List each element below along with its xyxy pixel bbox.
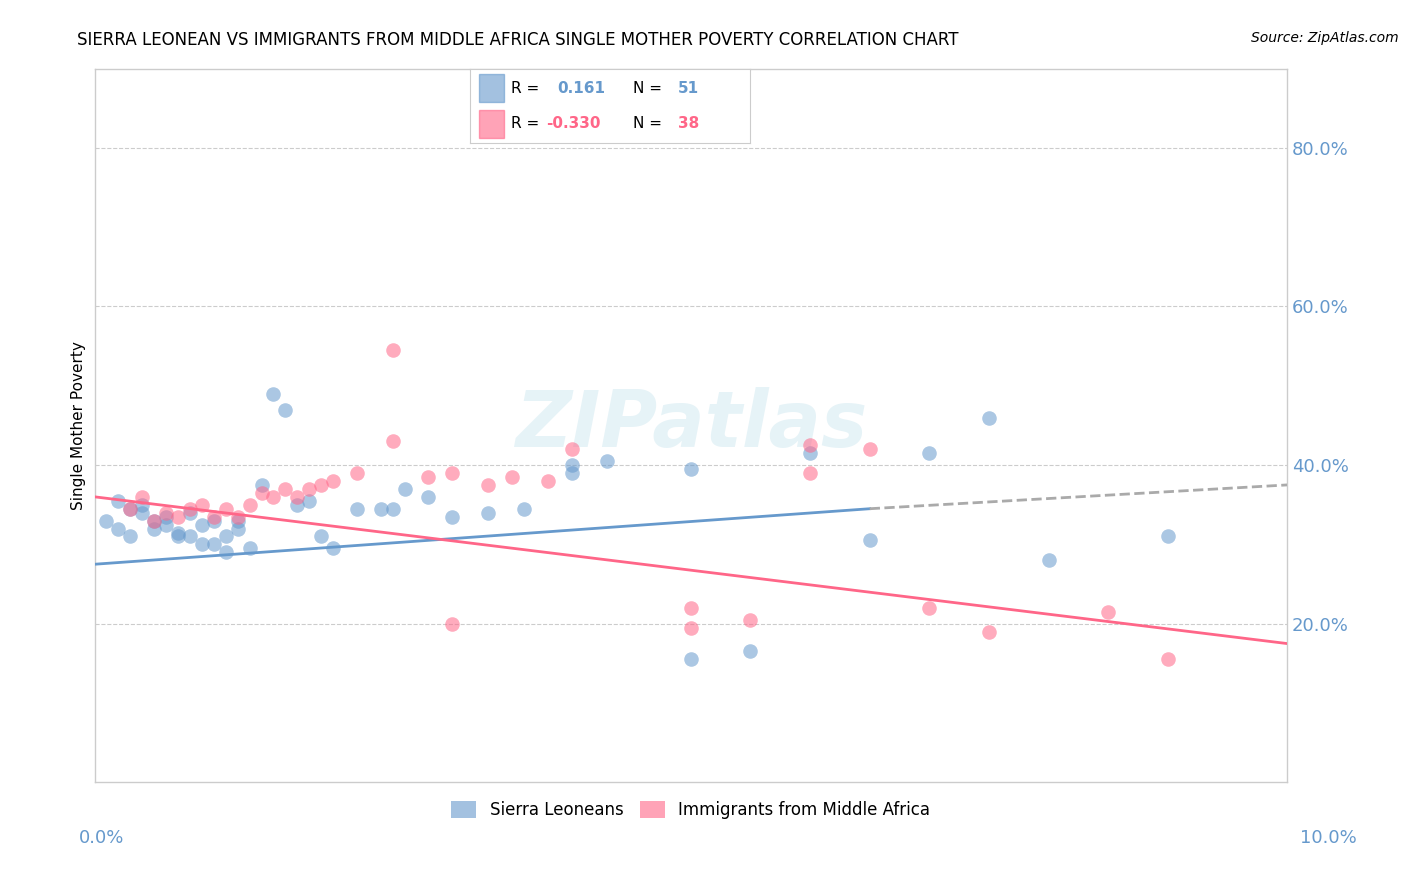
Point: [537, 474, 560, 488]
Point: [381, 434, 404, 449]
Point: [740, 644, 762, 658]
Point: [167, 529, 190, 543]
Point: [418, 470, 440, 484]
Point: [298, 493, 321, 508]
Point: [131, 506, 153, 520]
Point: [1097, 605, 1119, 619]
Point: [441, 616, 464, 631]
Point: [370, 501, 392, 516]
Text: Source: ZipAtlas.com: Source: ZipAtlas.com: [1251, 31, 1399, 45]
Point: [679, 621, 702, 635]
Point: [381, 343, 404, 357]
Point: [918, 446, 941, 460]
Point: [179, 501, 201, 516]
Point: [561, 442, 583, 457]
Text: 10.0%: 10.0%: [1301, 829, 1357, 847]
Point: [215, 545, 238, 559]
Y-axis label: Single Mother Poverty: Single Mother Poverty: [72, 341, 86, 510]
Point: [167, 509, 190, 524]
Point: [120, 501, 142, 516]
Point: [250, 486, 273, 500]
Point: [191, 537, 214, 551]
Point: [309, 478, 332, 492]
Point: [477, 506, 499, 520]
Point: [155, 506, 177, 520]
Point: [394, 482, 416, 496]
Point: [441, 466, 464, 480]
Point: [274, 402, 297, 417]
Point: [239, 541, 262, 556]
Point: [322, 474, 344, 488]
Point: [179, 529, 201, 543]
Point: [441, 509, 464, 524]
Point: [1038, 553, 1060, 567]
Point: [799, 466, 821, 480]
Point: [120, 529, 142, 543]
Point: [298, 482, 321, 496]
Point: [131, 490, 153, 504]
Point: [679, 600, 702, 615]
Point: [202, 537, 225, 551]
Text: 0.0%: 0.0%: [79, 829, 124, 847]
Point: [859, 533, 882, 548]
Point: [977, 410, 1000, 425]
Point: [561, 466, 583, 480]
Point: [262, 386, 284, 401]
Point: [155, 509, 177, 524]
Text: ZIPatlas: ZIPatlas: [515, 387, 868, 464]
Point: [418, 490, 440, 504]
Point: [131, 498, 153, 512]
Point: [381, 501, 404, 516]
Point: [859, 442, 882, 457]
Point: [679, 462, 702, 476]
Point: [285, 498, 308, 512]
Point: [561, 458, 583, 472]
Point: [179, 506, 201, 520]
Point: [96, 514, 118, 528]
Point: [501, 470, 523, 484]
Point: [191, 517, 214, 532]
Point: [120, 501, 142, 516]
Point: [239, 498, 262, 512]
Point: [250, 478, 273, 492]
Point: [143, 514, 166, 528]
Point: [107, 522, 129, 536]
Point: [799, 446, 821, 460]
Point: [155, 517, 177, 532]
Point: [107, 493, 129, 508]
Point: [977, 624, 1000, 639]
Point: [143, 514, 166, 528]
Point: [309, 529, 332, 543]
Point: [226, 514, 249, 528]
Text: SIERRA LEONEAN VS IMMIGRANTS FROM MIDDLE AFRICA SINGLE MOTHER POVERTY CORRELATIO: SIERRA LEONEAN VS IMMIGRANTS FROM MIDDLE…: [77, 31, 959, 49]
Legend: Sierra Leoneans, Immigrants from Middle Africa: Sierra Leoneans, Immigrants from Middle …: [444, 794, 936, 825]
Point: [679, 652, 702, 666]
Point: [740, 613, 762, 627]
Point: [346, 466, 368, 480]
Point: [799, 438, 821, 452]
Point: [322, 541, 344, 556]
Point: [215, 529, 238, 543]
Point: [274, 482, 297, 496]
Point: [202, 509, 225, 524]
Point: [202, 514, 225, 528]
Point: [513, 501, 536, 516]
Point: [1157, 652, 1180, 666]
Point: [477, 478, 499, 492]
Point: [346, 501, 368, 516]
Point: [226, 509, 249, 524]
Point: [215, 501, 238, 516]
Point: [226, 522, 249, 536]
Point: [285, 490, 308, 504]
Point: [596, 454, 619, 468]
Point: [1157, 529, 1180, 543]
Point: [918, 600, 941, 615]
Point: [262, 490, 284, 504]
Point: [143, 522, 166, 536]
Point: [167, 525, 190, 540]
Point: [191, 498, 214, 512]
